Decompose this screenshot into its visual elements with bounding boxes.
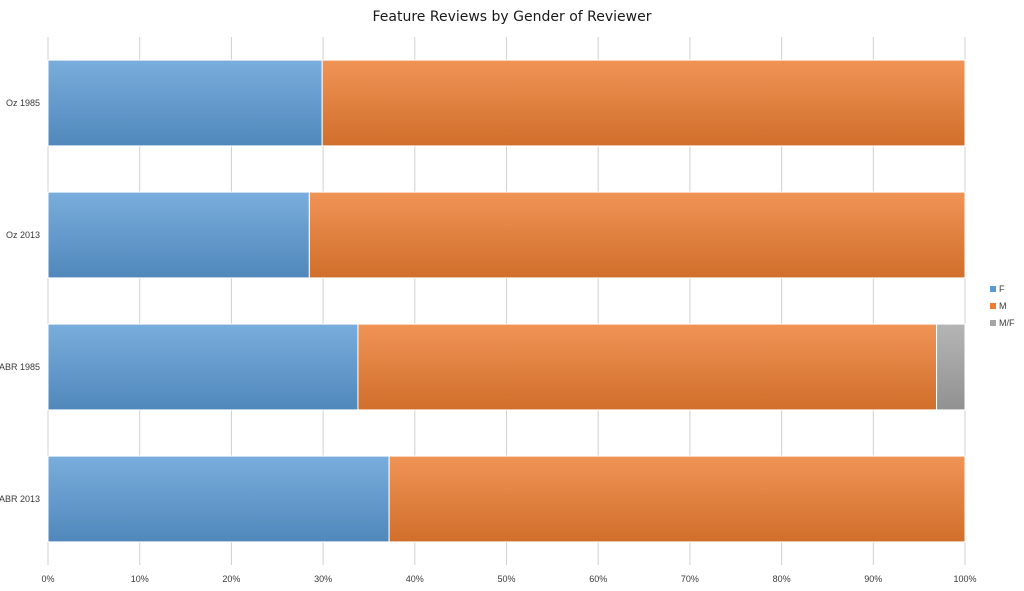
x-tick-label: 10%: [131, 574, 149, 584]
category-label: Oz 1985: [6, 98, 40, 108]
x-tick-label: 60%: [589, 574, 607, 584]
x-tick-label: 30%: [314, 574, 332, 584]
x-tick-label: 80%: [773, 574, 791, 584]
bar-f-oz-2013: [47, 191, 310, 279]
category-label: ABR 2013: [0, 494, 40, 504]
bar-mf-abr-1985: [936, 323, 966, 411]
category-label: Oz 2013: [6, 230, 40, 240]
bar-f-abr-1985: [47, 323, 359, 411]
category-label: ABR 1985: [0, 362, 40, 372]
bar-m-oz-2013: [308, 191, 966, 279]
bar-f-oz-1985: [47, 59, 323, 147]
x-tick-label: 20%: [222, 574, 240, 584]
bar-m-abr-2013: [388, 455, 966, 543]
legend-swatch: [990, 286, 996, 292]
legend-swatch: [990, 303, 996, 309]
x-tick-label: 90%: [864, 574, 882, 584]
x-tick-label: 70%: [681, 574, 699, 584]
x-tick-label: 40%: [406, 574, 424, 584]
legend-swatch: [990, 320, 996, 326]
x-tick-label: 100%: [953, 574, 976, 584]
legend-item: F: [990, 284, 1005, 294]
legend-item: M/F: [990, 318, 1015, 328]
legend-label: F: [999, 284, 1005, 294]
bar-m-abr-1985: [357, 323, 938, 411]
x-tick-label: 50%: [497, 574, 515, 584]
bar-f-abr-2013: [47, 455, 390, 543]
chart-title: Feature Reviews by Gender of Reviewer: [372, 9, 652, 25]
legend-label: M: [999, 301, 1007, 311]
legend-label: M/F: [999, 318, 1015, 328]
x-tick-label: 0%: [41, 574, 54, 584]
bar-m-oz-1985: [321, 59, 966, 147]
legend-item: M: [990, 301, 1007, 311]
